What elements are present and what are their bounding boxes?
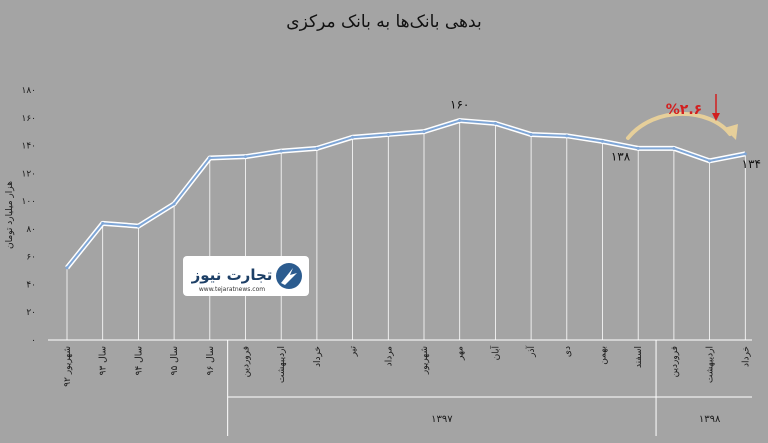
data-point <box>565 134 569 138</box>
value-annotation: ۱۶۰ <box>450 98 469 112</box>
y-tick-label: ۱۶۰ <box>21 114 36 124</box>
period-group-labels: ۱۳۹۷ ۱۳۹۸ <box>431 414 721 425</box>
series-line-path <box>66 119 746 269</box>
chart-title: بدهی بانک‌ها به بانک مرکزی <box>286 12 481 32</box>
curved-change-arrow <box>626 111 732 140</box>
y-tick-label: ۲۰ <box>26 308 36 318</box>
data-point <box>208 156 212 160</box>
x-tick-label: فروردین <box>242 346 252 377</box>
x-tick-label: مهر <box>456 346 466 361</box>
watermark-logo: تجارت نیوز www.tejaratnews.com <box>183 256 309 296</box>
data-point <box>493 121 497 125</box>
x-tick-label: سال ۹۳ <box>99 346 109 375</box>
y-tick-label: ۱۴۰ <box>21 142 36 152</box>
data-point <box>529 132 533 136</box>
change-percent: %۲.۶ <box>666 102 702 118</box>
x-axis-labels: شهریور ۹۲ سال ۹۳ سال ۹۴ سال ۹۵ سال ۹۶ فروردین… <box>63 346 751 387</box>
data-point <box>672 146 676 150</box>
x-tick-label: فروردین <box>670 346 680 377</box>
data-point <box>315 146 319 150</box>
data-point <box>422 130 426 134</box>
y-tick-label: ۸۰ <box>26 225 36 235</box>
data-point <box>279 149 283 153</box>
data-point <box>458 119 462 123</box>
x-tick-label: سال ۹۵ <box>170 346 180 375</box>
value-annotations: ۱۶۰ ۱۳۸ ۱۳۴ <box>450 98 761 171</box>
series-line <box>65 118 747 270</box>
data-point <box>65 266 69 270</box>
x-tick-label: شهریور <box>420 346 430 375</box>
x-tick-label: سال ۹۴ <box>134 346 144 375</box>
x-tick-label: اردیبهشت <box>277 346 287 383</box>
data-point <box>351 135 355 139</box>
y-tick-label: ۰ <box>31 336 36 346</box>
x-tick-label: بهمن <box>599 346 609 365</box>
data-point <box>386 132 390 136</box>
data-point <box>708 159 712 163</box>
logo-name: تجارت نیوز <box>191 266 273 284</box>
period-group-label: ۱۳۹۷ <box>431 414 453 425</box>
data-point <box>244 155 247 159</box>
y-tick-label: ۱۰۰ <box>21 197 36 207</box>
x-tick-label: دی <box>563 346 573 357</box>
data-point <box>601 139 604 143</box>
down-arrow-icon <box>712 113 720 121</box>
change-indicator: %۲.۶ <box>626 94 738 140</box>
data-point <box>101 221 105 225</box>
period-group-label: ۱۳۹۸ <box>699 414 721 425</box>
data-point <box>636 146 640 150</box>
logo-url: www.tejaratnews.com <box>199 286 265 293</box>
x-tick-label: آبان <box>489 346 501 361</box>
category-drop-lines <box>66 120 746 340</box>
y-tick-label: ۱۸۰ <box>21 86 36 96</box>
x-tick-label: خرداد <box>313 346 323 367</box>
value-annotation: ۱۳۸ <box>611 149 631 163</box>
y-axis-label: هزار میلیارد تومان <box>5 181 15 249</box>
value-annotation: ۱۳۴ <box>742 157 761 171</box>
x-tick-label: آذر <box>525 346 537 358</box>
x-tick-label: شهریور ۹۲ <box>63 346 73 387</box>
logo-box <box>183 256 309 296</box>
data-point <box>136 224 140 228</box>
x-tick-label: اسفند <box>634 346 644 368</box>
y-axis-ticks: ۰ ۲۰ ۴۰ ۶۰ ۸۰ ۱۰۰ ۱۲۰ ۱۴۰ ۱۶۰ ۱۸۰ <box>21 86 36 346</box>
logo-arrow-icon <box>281 268 297 285</box>
data-point <box>172 202 176 206</box>
series-line-outline <box>65 118 746 270</box>
data-point <box>743 152 747 156</box>
period-separators <box>227 340 752 436</box>
curved-arrow-head <box>724 124 738 140</box>
x-tick-label: خرداد <box>741 346 751 367</box>
x-tick-label: تیر <box>349 346 359 358</box>
x-tick-label: مرداد <box>384 346 394 366</box>
y-tick-label: ۴۰ <box>26 280 36 290</box>
y-tick-label: ۱۲۰ <box>21 169 36 179</box>
x-tick-label: اردیبهشت <box>706 346 716 383</box>
y-tick-label: ۶۰ <box>26 253 36 263</box>
x-tick-label: سال ۹۶ <box>206 346 216 375</box>
